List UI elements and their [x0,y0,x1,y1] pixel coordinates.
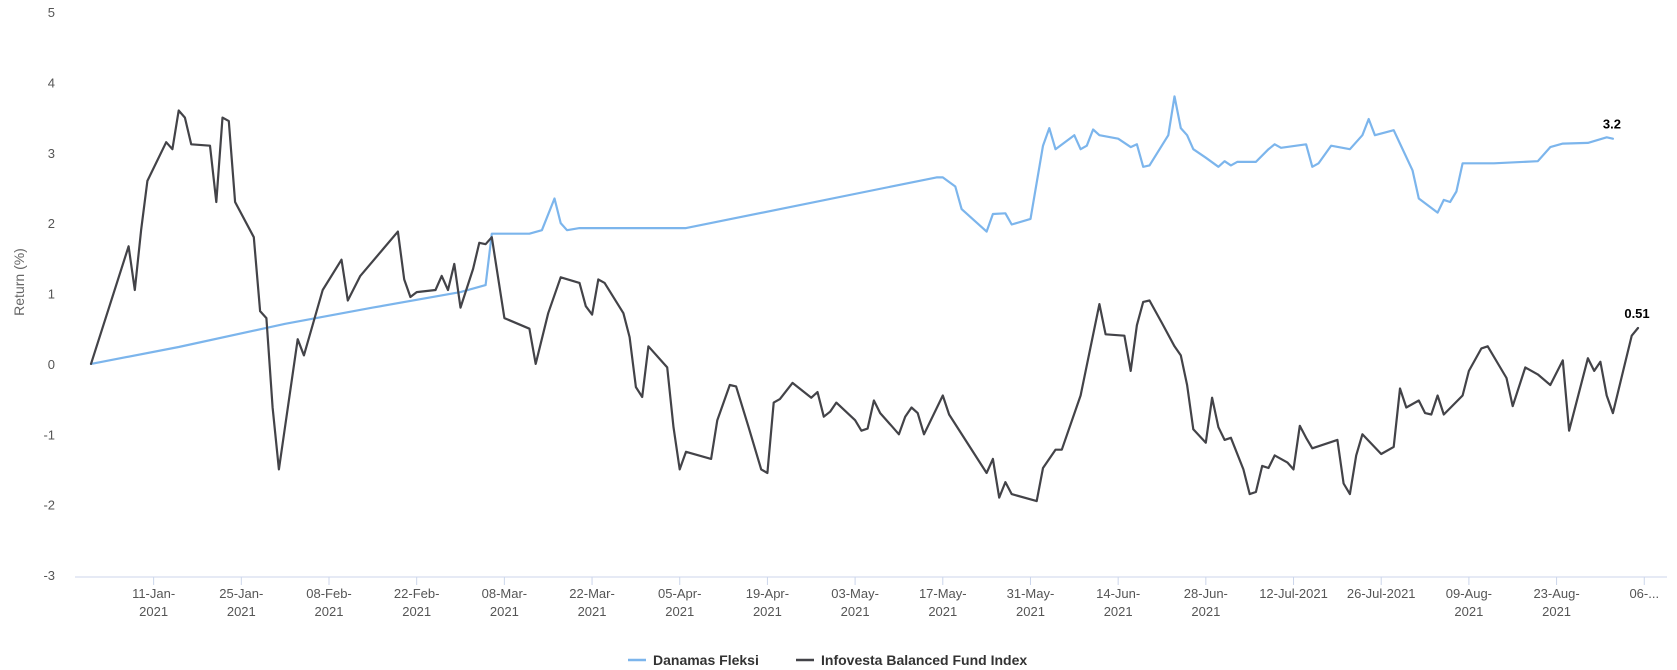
x-tick-label: 2021 [1454,604,1483,619]
x-tick-label: 2021 [139,604,168,619]
x-tick-label: 19-Apr- [746,586,789,601]
series-lines [89,95,1640,503]
y-tick-label: 2 [48,216,55,231]
y-tick-label: 0 [48,357,55,372]
y-tick-label: 3 [48,146,55,161]
legend-item-danamas-fleksi[interactable]: Danamas Fleksi [653,652,759,668]
x-tick-label: 2021 [928,604,957,619]
end-labels: 3.2 0.51 [1603,117,1650,321]
legend-item-infovesta-balanced-fund-index[interactable]: Infovesta Balanced Fund Index [821,652,1027,668]
x-tick-label: 2021 [1191,604,1220,619]
x-tick-label: 2021 [841,604,870,619]
x-tick-label: 2021 [1016,604,1045,619]
y-axis-title: Return (%) [11,248,27,316]
x-tick-label: 2021 [402,604,431,619]
x-tick-label: 12-Jul-2021 [1259,586,1328,601]
x-tick-label: 2021 [1104,604,1133,619]
y-tick-label: 1 [48,287,55,302]
y-tick-label: -3 [43,568,55,583]
y-tick-label: -2 [43,498,55,513]
y-axis: -3 -2 -1 0 1 2 3 4 5 [43,5,55,583]
x-tick-label: 2021 [665,604,694,619]
x-tick-label: 03-May- [831,586,879,601]
x-tick-label: 11-Jan- [132,586,175,601]
y-tick-label: 5 [48,5,55,20]
series-end-label: 0.51 [1624,306,1649,321]
x-tick-label: 2021 [227,604,256,619]
x-tick-label: 22-Feb- [394,586,440,601]
x-tick-label: 2021 [578,604,607,619]
x-tick-label: 31-May- [1007,586,1055,601]
series-end-label: 3.2 [1603,117,1621,132]
x-tick-label: 05-Apr- [658,586,701,601]
x-tick-label: 2021 [315,604,344,619]
legend[interactable]: Danamas Fleksi Infovesta Balanced Fund In… [628,652,1027,668]
x-tick-label: 2021 [490,604,519,619]
y-tick-label: -1 [43,427,55,442]
x-tick-label: 25-Jan- [219,586,263,601]
x-tick-label: 06-... [1629,586,1659,601]
x-tick-label: 28-Jun- [1184,586,1228,601]
series-line-infovesta-balanced-fund-index[interactable] [89,109,1640,503]
x-tick-label: 17-May- [919,586,967,601]
x-tick-label: 22-Mar- [569,586,615,601]
x-tick-label: 14-Jun- [1096,586,1140,601]
series-line-danamas-fleksi[interactable] [89,95,1614,365]
x-tick-label: 09-Aug- [1446,586,1492,601]
x-tick-label: 2021 [1542,604,1571,619]
x-axis: 11-Jan- 2021 25-Jan- 2021 08-Feb- 2021 22-Feb-… [75,576,1667,619]
x-tick-label: 23-Aug- [1533,586,1579,601]
y-tick-label: 4 [48,75,55,90]
x-tick-label: 08-Mar- [482,586,528,601]
x-tick-label: 26-Jul-2021 [1347,586,1416,601]
x-tick-label: 08-Feb- [306,586,352,601]
x-tick-label: 2021 [753,604,782,619]
